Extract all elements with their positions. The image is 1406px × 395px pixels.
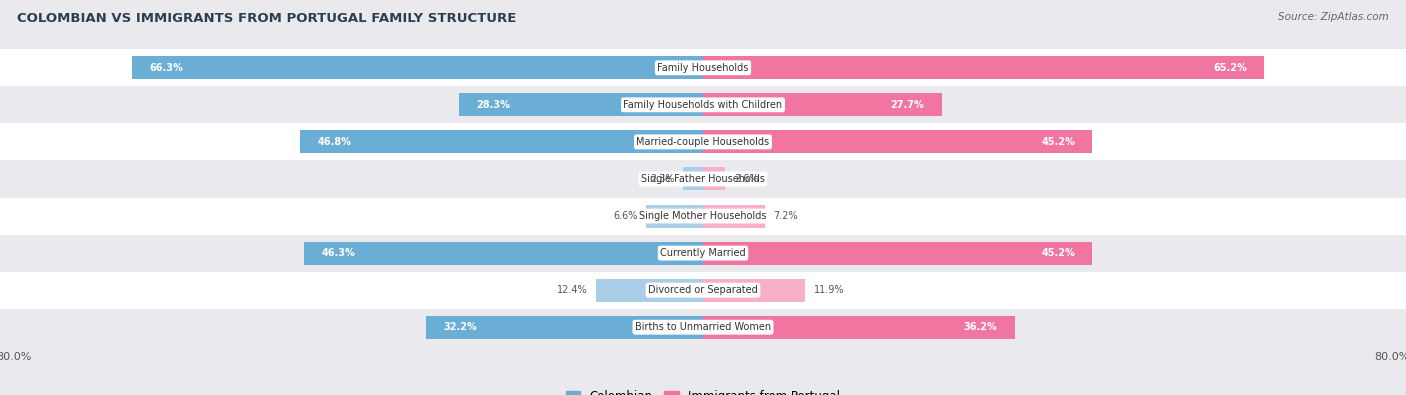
Bar [0,235,1406,272]
Text: COLOMBIAN VS IMMIGRANTS FROM PORTUGAL FAMILY STRUCTURE: COLOMBIAN VS IMMIGRANTS FROM PORTUGAL FA… [17,12,516,25]
Text: 27.7%: 27.7% [890,100,924,110]
Bar [304,242,703,265]
Bar [0,272,1406,308]
Text: Single Father Households: Single Father Households [641,174,765,184]
Text: 45.2%: 45.2% [1042,137,1076,147]
Text: 2.3%: 2.3% [650,174,675,184]
Text: Single Mother Households: Single Mother Households [640,211,766,221]
Text: 45.2%: 45.2% [1042,248,1076,258]
Text: Births to Unmarried Women: Births to Unmarried Women [636,322,770,332]
Text: 66.3%: 66.3% [149,63,183,73]
Bar [0,160,1406,198]
Text: 32.2%: 32.2% [443,322,477,332]
Text: Married-couple Households: Married-couple Households [637,137,769,147]
Text: 28.3%: 28.3% [477,100,510,110]
Bar [596,278,703,302]
Bar [0,198,1406,235]
Text: 2.6%: 2.6% [734,174,758,184]
Text: 46.3%: 46.3% [322,248,356,258]
Bar [703,56,1264,79]
Bar [299,130,703,153]
Bar [0,87,1406,123]
Text: Family Households with Children: Family Households with Children [623,100,783,110]
Bar [703,316,1015,339]
Text: 36.2%: 36.2% [963,322,997,332]
Text: Currently Married: Currently Married [661,248,745,258]
Text: 11.9%: 11.9% [814,285,845,295]
Bar [0,123,1406,160]
Legend: Colombian, Immigrants from Portugal: Colombian, Immigrants from Portugal [561,385,845,395]
Text: 46.8%: 46.8% [318,137,352,147]
Bar [0,49,1406,87]
Bar [683,167,703,190]
Bar [460,93,703,117]
Bar [703,130,1092,153]
Bar [647,205,703,228]
Bar [703,278,806,302]
Bar [703,93,942,117]
Text: Source: ZipAtlas.com: Source: ZipAtlas.com [1278,12,1389,22]
Text: 65.2%: 65.2% [1213,63,1247,73]
Bar [703,167,725,190]
Bar [703,205,765,228]
Text: Family Households: Family Households [658,63,748,73]
Text: 7.2%: 7.2% [773,211,799,221]
Text: Divorced or Separated: Divorced or Separated [648,285,758,295]
Text: 12.4%: 12.4% [557,285,588,295]
Bar [0,308,1406,346]
Text: 6.6%: 6.6% [613,211,637,221]
Bar [132,56,703,79]
Bar [703,242,1092,265]
Bar [426,316,703,339]
